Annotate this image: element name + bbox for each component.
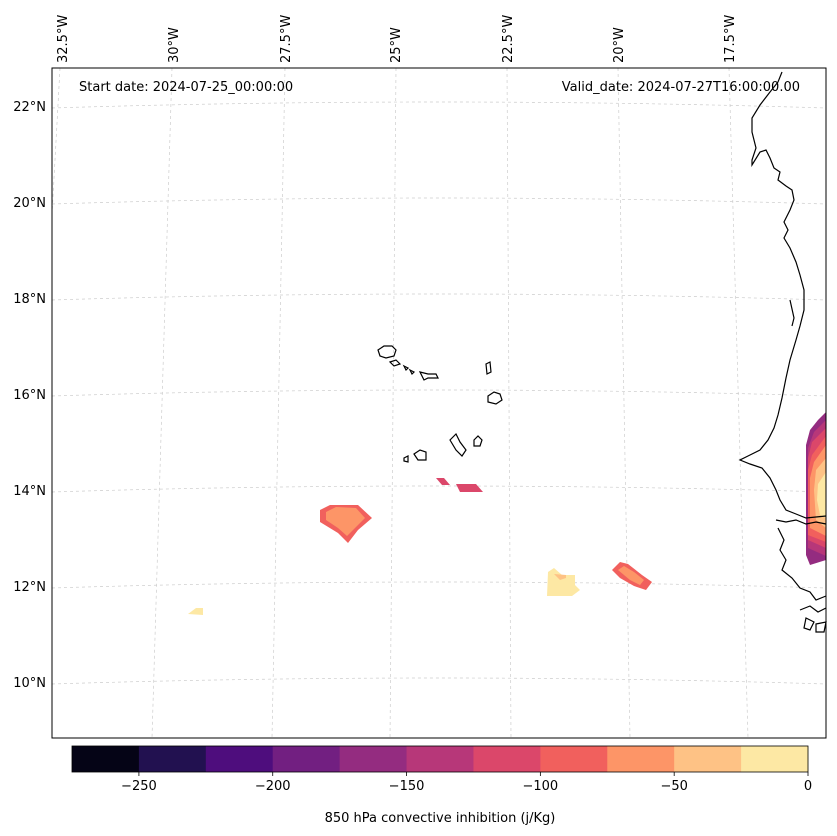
start-date-label: Start date: 2024-07-25_00:00:00 (79, 80, 293, 95)
colorbar-segment (138, 746, 207, 772)
guinea-bissau-coastline (777, 527, 827, 601)
cin-region-south (554, 574, 566, 580)
santa-luzia-island (402, 364, 410, 372)
cin-region-strip (456, 484, 483, 492)
lat-label: 22°N (13, 100, 46, 115)
colorbar-segment (540, 746, 608, 772)
colorbar-segment (272, 746, 341, 772)
map-frame (51, 67, 827, 739)
bijagos-island (815, 621, 827, 633)
bijagos-island (803, 617, 815, 631)
cin-region-east (618, 566, 644, 585)
meridian-20w (617, 67, 631, 739)
lat-label: 16°N (13, 388, 46, 403)
colorbar-segment (205, 746, 274, 772)
meridian-30w (151, 67, 173, 739)
colorbar-segment (72, 746, 140, 772)
parallel-18n (51, 293, 827, 301)
colorbar-tick-label: −200 (255, 779, 291, 794)
lon-label: 32.5°W (56, 15, 71, 63)
colorbar-segment (674, 746, 742, 772)
colorbar-segment (406, 746, 474, 772)
meridian-25w (389, 67, 397, 739)
lat-label: 12°N (13, 580, 46, 595)
parallel-22n (51, 101, 827, 109)
cin-region-coast (817, 472, 826, 518)
colorbar-frame (71, 745, 809, 773)
colorbar-tick-label: −50 (660, 779, 687, 794)
lat-label: 20°N (13, 196, 46, 211)
boa-vista-island (487, 391, 503, 405)
colorbar-segment (607, 746, 675, 772)
meridian-27-5w (271, 67, 286, 739)
parallel-10n (51, 677, 827, 685)
valid-date-label: Valid_date: 2024-07-27T16:00:00.00 (562, 80, 800, 95)
lat-label: 10°N (13, 676, 46, 691)
cin-region-strip (436, 478, 450, 485)
colorbar-tick-label: −150 (389, 779, 425, 794)
parallel-16n (51, 389, 827, 397)
lat-label: 18°N (13, 292, 46, 307)
longitude-labels: 32.5°W 30°W 27.5°W 25°W 22.5°W 20°W 17.5… (56, 15, 738, 63)
colorbar-segment (741, 746, 809, 772)
santiago-island (449, 432, 467, 457)
meridian-32-5w (51, 67, 61, 216)
santo-antao-island (377, 345, 397, 359)
raso-island (408, 368, 416, 376)
lon-label: 17.5°W (723, 15, 738, 63)
colorbar-segment (473, 746, 541, 772)
sal-island (485, 361, 492, 375)
colorbar-title: 850 hPa convective inhibition (j/Kg) (325, 811, 556, 826)
bijagos-islands (799, 605, 827, 613)
colorbar-tick-label: −100 (523, 779, 559, 794)
lon-label: 27.5°W (279, 15, 294, 63)
parallel-14n (51, 485, 827, 493)
cin-contour-fill (188, 412, 826, 615)
brava-island (403, 455, 409, 463)
colorbar-segments (72, 746, 809, 772)
lon-label: 30°W (167, 27, 182, 63)
cin-region-small (188, 608, 203, 615)
lon-label: 20°W (612, 27, 627, 63)
colorbar-tick-label: 0 (804, 779, 812, 794)
parallel-12n (51, 581, 827, 589)
lon-label: 25°W (389, 27, 404, 63)
gridlines (51, 67, 827, 739)
meridian-22-5w (506, 67, 512, 739)
gambia-coastline (775, 519, 827, 525)
colorbar-tick-label: −250 (121, 779, 157, 794)
meridian-17-5w (728, 67, 749, 739)
map-panel (52, 68, 826, 738)
colorbar: −250 −200 −150 −100 −50 0 850 hPa convective … (71, 745, 812, 826)
sao-nicolau-island (418, 371, 439, 381)
colorbar-ticks: −250 −200 −150 −100 −50 0 (121, 772, 812, 794)
cin-region-west (326, 507, 365, 536)
coastlines (377, 71, 827, 633)
latitude-labels: 22°N 20°N 18°N 16°N 14°N 12°N 10°N (13, 100, 46, 691)
fogo-island (413, 449, 427, 461)
colorbar-segment (339, 746, 408, 772)
lat-label: 14°N (13, 484, 46, 499)
africa-coastline (738, 71, 827, 519)
parallel-20n (51, 197, 827, 205)
inland-edge (789, 299, 795, 327)
sao-vicente-island (388, 359, 402, 367)
maio-island (473, 435, 483, 447)
lon-label: 22.5°W (501, 15, 516, 63)
